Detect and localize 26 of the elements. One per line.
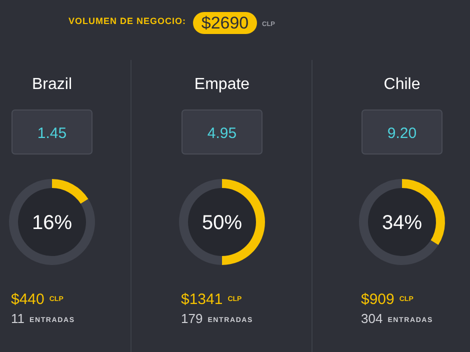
text: ENTRADAS xyxy=(30,317,75,324)
chart-title: Chile xyxy=(384,76,420,93)
text: CLP xyxy=(49,296,64,303)
text: 16% xyxy=(32,212,72,234)
text: 1.45 xyxy=(37,125,67,142)
text: ENTRADAS xyxy=(208,317,253,324)
text: VOLUMEN DE NEGOCIO: xyxy=(68,16,186,26)
chart-title: Empate xyxy=(194,76,250,93)
text: $1341 xyxy=(181,291,223,308)
text: 304 xyxy=(361,311,383,326)
text: 11 xyxy=(11,311,24,326)
donut-slice xyxy=(359,179,438,265)
donut-slice xyxy=(52,179,88,204)
text: 4.95 xyxy=(207,125,237,142)
text: 9.20 xyxy=(387,125,417,142)
text: $440 xyxy=(11,291,44,308)
text: 179 xyxy=(181,311,203,326)
text: 50% xyxy=(202,212,242,234)
text: ENTRADAS xyxy=(388,317,433,324)
text: CLP xyxy=(399,296,414,303)
text: $2690 xyxy=(201,14,249,32)
chart-title: Brazil xyxy=(32,76,72,93)
text: $909 xyxy=(361,291,394,308)
donut-slice xyxy=(9,179,95,265)
text: 34% xyxy=(382,212,422,234)
text: CLP xyxy=(228,296,242,303)
